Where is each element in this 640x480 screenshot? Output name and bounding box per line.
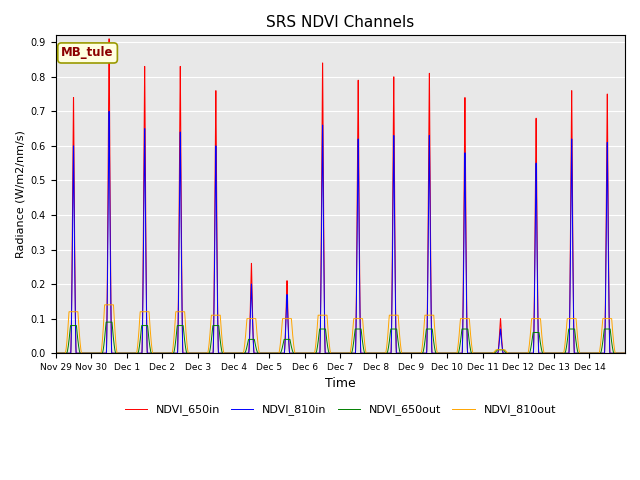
NDVI_810in — [479, 350, 487, 356]
NDVI_650in — [72, 326, 79, 332]
NDVI_810in — [105, 108, 113, 114]
Y-axis label: Radiance (W/m2/nm/s): Radiance (W/m2/nm/s) — [15, 131, 25, 258]
NDVI_810in — [200, 350, 207, 356]
NDVI_650out — [548, 350, 556, 356]
NDVI_810in — [307, 350, 315, 356]
NDVI_650in — [307, 350, 315, 356]
NDVI_650out — [479, 350, 487, 356]
NDVI_810in — [621, 350, 628, 356]
NDVI_810out — [100, 302, 108, 308]
NDVI_810out — [621, 350, 628, 356]
NDVI_810out — [72, 309, 79, 314]
NDVI_650out — [52, 350, 60, 356]
Legend: NDVI_650in, NDVI_810in, NDVI_650out, NDVI_810out: NDVI_650in, NDVI_810in, NDVI_650out, NDV… — [120, 400, 561, 420]
NDVI_810out — [52, 350, 60, 356]
NDVI_810out — [548, 350, 556, 356]
NDVI_810out — [479, 350, 487, 356]
NDVI_810in — [548, 350, 556, 356]
NDVI_650in — [548, 350, 556, 356]
NDVI_810in — [52, 350, 60, 356]
NDVI_810out — [307, 350, 315, 356]
NDVI_810in — [72, 331, 79, 336]
Line: NDVI_810out: NDVI_810out — [56, 305, 625, 353]
NDVI_650out — [200, 350, 207, 356]
NDVI_650out — [307, 350, 315, 356]
NDVI_810out — [227, 350, 234, 356]
NDVI_650out — [72, 323, 79, 328]
NDVI_650in — [621, 350, 628, 356]
NDVI_650in — [200, 350, 207, 356]
NDVI_650in — [52, 350, 60, 356]
Title: SRS NDVI Channels: SRS NDVI Channels — [266, 15, 415, 30]
NDVI_810in — [227, 350, 234, 356]
Line: NDVI_810in: NDVI_810in — [56, 111, 625, 353]
NDVI_650in — [105, 36, 113, 42]
X-axis label: Time: Time — [325, 377, 356, 390]
NDVI_650in — [479, 350, 487, 356]
Text: MB_tule: MB_tule — [61, 47, 114, 60]
Line: NDVI_650out: NDVI_650out — [56, 322, 625, 353]
NDVI_650out — [102, 319, 110, 325]
NDVI_650out — [621, 350, 628, 356]
NDVI_650in — [227, 350, 234, 356]
NDVI_650out — [227, 350, 234, 356]
Line: NDVI_650in: NDVI_650in — [56, 39, 625, 353]
NDVI_810out — [200, 350, 207, 356]
